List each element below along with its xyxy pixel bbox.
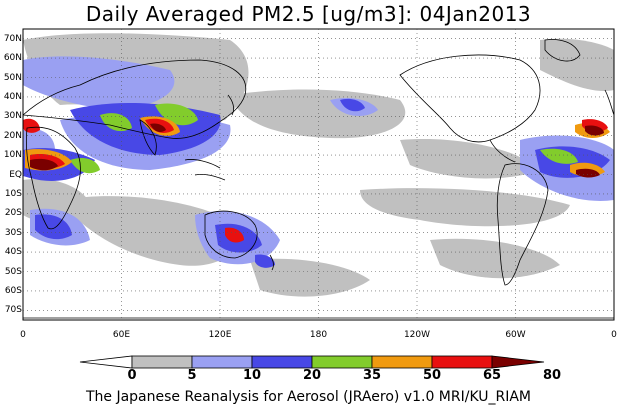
colorbar-high-triangle: [491, 355, 545, 369]
colorbar-level-label: 20: [302, 368, 322, 383]
lat-tick-label: 40S: [4, 247, 22, 258]
lat-tick-label: 30N: [3, 111, 22, 122]
lat-tick-label: 30S: [4, 227, 22, 238]
colorbar-segment: [251, 355, 313, 369]
gridlines: [23, 29, 614, 320]
lat-tick-label: 70S: [4, 305, 22, 316]
colorbar-level-label: 0: [127, 368, 137, 383]
footer-credit: The Japanese Reanalysis for Aerosol (JRA…: [85, 389, 532, 405]
lon-tick-label: 60E: [112, 330, 131, 340]
lon-tick-label: 120W: [403, 330, 431, 340]
lat-tick-label: 50N: [3, 72, 22, 83]
colorbar-level-label: 65: [482, 368, 502, 383]
colorbar: [79, 355, 545, 369]
colorbar-level-label: 50: [422, 368, 442, 383]
colorbar-segment: [371, 355, 433, 369]
lon-tick-label: 0: [20, 330, 26, 340]
pm25-shade-80-plus: [30, 123, 604, 178]
colorbar-segment: [131, 355, 193, 369]
colorbar-level-label: 80: [542, 368, 562, 383]
lon-tick-label: 60W: [505, 330, 526, 340]
lat-tick-label: 20N: [3, 130, 22, 141]
colorbar-level-label: 5: [187, 368, 197, 383]
colorbar-segment: [431, 355, 493, 369]
lat-tick-label: 50S: [4, 266, 22, 277]
lat-tick-label: 40N: [3, 91, 22, 102]
lat-tick-label: 20S: [4, 208, 22, 219]
lat-tick-label: 60N: [3, 53, 22, 64]
pm25-shade-35-50: [70, 103, 578, 174]
colorbar-segment: [191, 355, 253, 369]
lat-tick-label: 10S: [4, 188, 22, 199]
map-title: Daily Averaged PM2.5 [ug/m3]: 04Jan2013: [85, 2, 532, 26]
lat-tick-label: 70N: [3, 33, 22, 44]
colorbar-level-label: 35: [362, 368, 382, 383]
colorbar-low-triangle: [79, 355, 133, 369]
lat-tick-label: 60S: [4, 285, 22, 296]
lat-tick-label: 10N: [3, 150, 22, 161]
lon-tick-label: 120E: [208, 330, 232, 340]
lon-tick-label: 0: [611, 330, 617, 340]
lat-tick-label: EQ: [9, 169, 22, 180]
colorbar-segment: [311, 355, 373, 369]
lon-tick-label: 180: [309, 330, 328, 340]
colorbar-level-label: 10: [242, 368, 262, 383]
